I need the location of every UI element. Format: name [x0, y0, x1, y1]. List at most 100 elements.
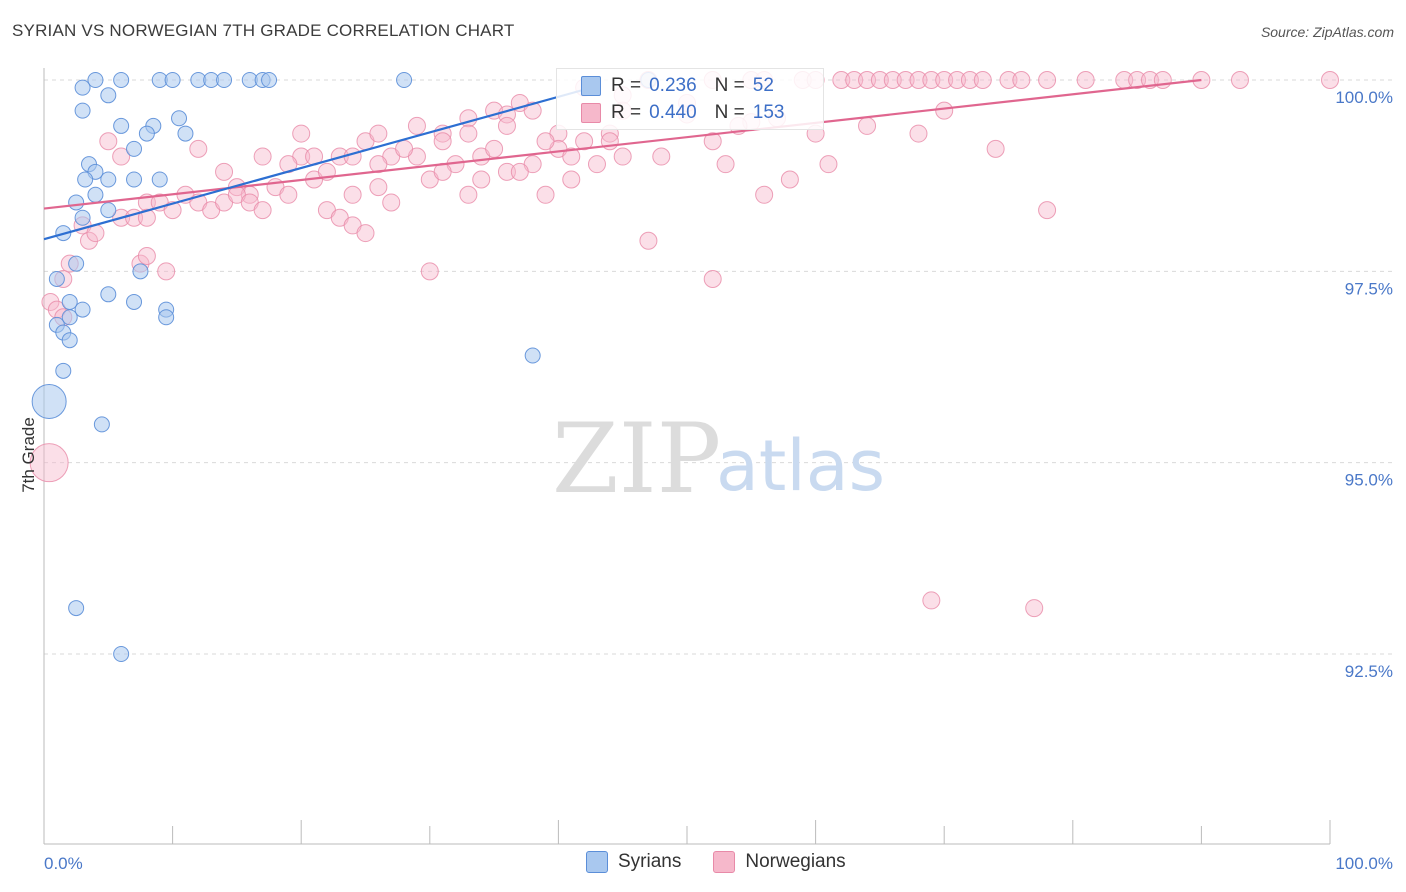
syrian-point: [68, 255, 85, 272]
syrian-point: [74, 79, 91, 96]
x-tick-label: 0.0%: [44, 854, 83, 873]
bottom-legend-swatch-blue: [586, 851, 608, 873]
trend-lines: [43, 78, 1202, 241]
syrian-point: [177, 125, 194, 142]
syrian-point: [100, 286, 117, 303]
syrian-point: [93, 416, 110, 433]
syrian-point: [158, 309, 175, 326]
syrian-point: [68, 194, 85, 211]
norwegian-point: [459, 185, 478, 204]
legend-row-norwegians: R = 0.440 N = 153: [581, 102, 802, 124]
norwegian-point: [755, 185, 774, 204]
bottom-legend-syrians: Syrians: [586, 851, 681, 873]
norwegian-point: [716, 155, 735, 174]
norwegian-point: [935, 71, 954, 89]
norwegian-point: [420, 262, 439, 281]
norwegian-point: [1038, 201, 1057, 220]
norwegian-point: [112, 147, 131, 166]
norwegian-point: [459, 124, 478, 143]
norwegian-point: [382, 193, 401, 212]
watermark: ZIP atlas: [552, 403, 885, 515]
syrian-point: [171, 110, 188, 127]
norwegian-point: [99, 132, 118, 151]
bottom-legend-label: Norwegians: [745, 851, 846, 872]
norwegian-point: [935, 101, 954, 120]
syrian-point: [31, 383, 67, 419]
x-tick-label: 100.0%: [1335, 854, 1393, 873]
norwegian-point: [536, 185, 555, 204]
syrian-point: [100, 202, 117, 219]
syrian-point: [61, 332, 78, 349]
syrian-point: [48, 270, 65, 287]
watermark-atlas: atlas: [716, 425, 885, 507]
norwegian-point: [137, 208, 156, 227]
syrian-point: [68, 600, 85, 617]
bottom-legend-swatch-pink: [713, 851, 736, 873]
norwegian-point: [780, 170, 799, 189]
norwegian-point: [369, 124, 388, 143]
norwegian-point: [407, 116, 426, 135]
norwegian-point: [215, 162, 234, 181]
syrian-point: [100, 171, 117, 188]
syrian-point: [113, 117, 130, 134]
norwegian-point: [510, 162, 529, 181]
norwegian-point: [189, 139, 208, 158]
norwegian-point: [909, 71, 928, 89]
norwegian-point: [523, 101, 542, 120]
syrian-point: [126, 171, 143, 188]
legend-n-label: N =: [714, 102, 745, 123]
syrian-point: [164, 72, 181, 88]
norwegian-point: [870, 71, 889, 89]
norwegian-point: [922, 71, 941, 89]
syrian-point: [74, 209, 91, 226]
norwegian-point: [652, 147, 671, 166]
syrian-point: [87, 72, 104, 88]
norwegian-point: [80, 231, 99, 250]
norwegian-point: [896, 71, 915, 89]
watermark-zip: ZIP: [552, 403, 721, 515]
norwegian-point: [858, 116, 877, 135]
norwegian-point: [703, 132, 722, 151]
syrian-point: [87, 186, 104, 203]
norwegian-point: [639, 231, 658, 250]
norwegian-point: [832, 71, 851, 89]
legend-r-value: 0.236: [649, 75, 697, 96]
norwegian-point: [1128, 71, 1147, 89]
syrian-point: [132, 263, 149, 280]
norwegian-point: [369, 155, 388, 174]
norwegian-point: [1025, 599, 1044, 618]
syrian-point: [126, 140, 143, 157]
norwegian-point: [922, 591, 941, 610]
norwegian-point: [575, 132, 594, 151]
y-tick-label: 92.5%: [1345, 662, 1393, 681]
y-tick-labels: 100.0% 97.5% 95.0% 92.5%: [1335, 88, 1393, 681]
norwegian-point: [562, 147, 581, 166]
syrian-point: [113, 646, 130, 662]
legend-swatch-pink: [581, 103, 601, 123]
bottom-legend: Syrians Norwegians: [586, 851, 878, 873]
legend-r-value: 0.440: [649, 102, 697, 123]
norwegian-point: [29, 443, 69, 483]
syrian-point: [216, 72, 233, 88]
norwegian-point: [1038, 71, 1057, 89]
norwegian-point: [883, 71, 902, 89]
syrian-point: [55, 362, 72, 379]
norwegian-point: [41, 292, 60, 311]
norwegian-point: [703, 269, 722, 288]
norwegian-point: [909, 124, 928, 143]
syrian-point: [61, 309, 78, 326]
y-tick-label: 97.5%: [1345, 279, 1393, 298]
syrian-point: [74, 102, 91, 119]
bottom-legend-norwegians: Norwegians: [713, 851, 846, 873]
syrians-points: [31, 72, 657, 662]
chart-title: SYRIAN VS NORWEGIAN 7TH GRADE CORRELATIO…: [12, 21, 515, 40]
norwegian-point: [858, 71, 877, 89]
norwegian-point: [613, 147, 632, 166]
norwegian-point: [960, 71, 979, 89]
legend-swatch-blue: [581, 76, 601, 96]
syrian-point: [126, 293, 143, 310]
norwegian-point: [1076, 71, 1095, 89]
norwegian-point: [292, 124, 311, 143]
norwegian-point: [845, 71, 864, 89]
